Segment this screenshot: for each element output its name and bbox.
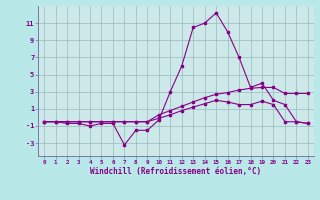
X-axis label: Windchill (Refroidissement éolien,°C): Windchill (Refroidissement éolien,°C) (91, 167, 261, 176)
